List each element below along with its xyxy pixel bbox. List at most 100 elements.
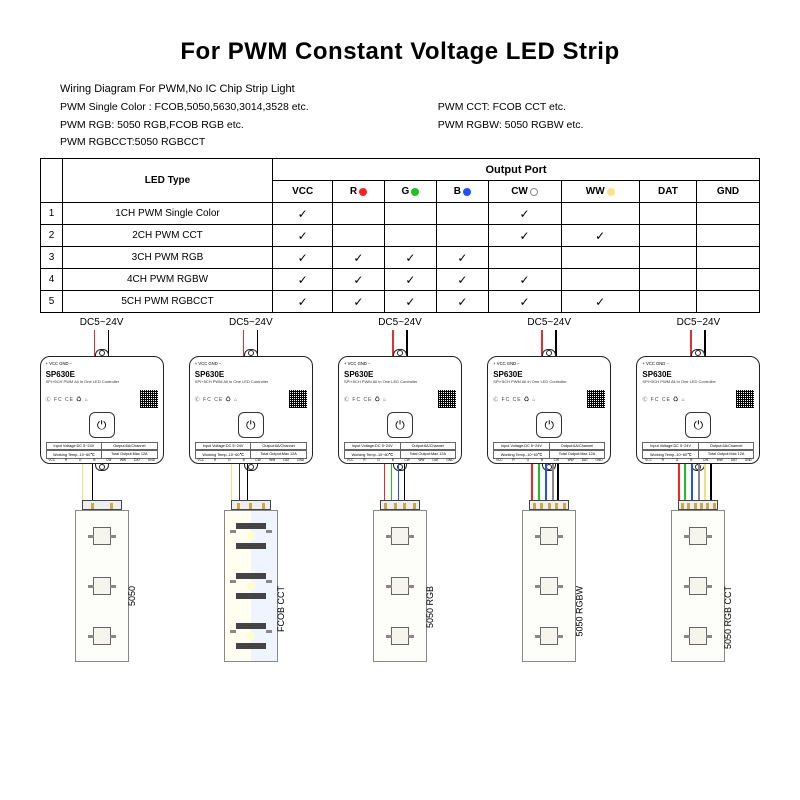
desc-cct: PWM CCT: FCOB CCT etc.: [438, 99, 740, 117]
strip-connector: [82, 500, 122, 510]
strip-label: FCOB CCT: [276, 586, 286, 632]
check-cell: [273, 225, 333, 247]
check-cell: [697, 225, 760, 247]
controller-box: + VCC GND −SP630ESPI+5CH PWM All In One …: [189, 356, 313, 464]
power-button[interactable]: ⏻: [238, 412, 264, 438]
controller-column-2: DC5~24V+ VCC GND −SP630ESPI+5CH PWM All …: [179, 317, 322, 662]
led-strip: 5050 RGBW: [522, 510, 576, 662]
row-num: 3: [41, 247, 63, 269]
power-button[interactable]: ⏻: [685, 412, 711, 438]
strip-connector: [529, 500, 569, 510]
output-wires: [509, 464, 589, 510]
check-cell: [697, 291, 760, 313]
dc-label: DC5~24V: [378, 317, 422, 328]
cert-icons: Ⓒ FC CE ♻ ⌂: [46, 396, 89, 403]
strip-label: 5050 RGBW: [574, 586, 584, 637]
table-row: 33CH PWM RGB: [41, 247, 760, 269]
row-name: 1CH PWM Single Color: [63, 203, 273, 225]
controller-column-1: DC5~24V+ VCC GND −SP630ESPI+5CH PWM All …: [30, 317, 173, 662]
check-cell: [639, 203, 696, 225]
strip-label: 5050: [127, 586, 137, 606]
check-cell: [384, 291, 437, 313]
controller-box: + VCC GND −SP630ESPI+5CH PWM All In One …: [487, 356, 611, 464]
check-cell: [384, 247, 437, 269]
check-cell: [488, 247, 561, 269]
desc-single-color: PWM Single Color : FCOB,5050,5630,3014,3…: [60, 99, 438, 117]
check-cell: [333, 291, 384, 313]
check-cell: [273, 203, 333, 225]
description-block: Wiring Diagram For PWM,No IC Chip Strip …: [0, 66, 800, 158]
check-cell: [697, 203, 760, 225]
output-wires: [62, 464, 142, 510]
dc-label: DC5~24V: [677, 317, 721, 328]
model-label: SP630E: [195, 370, 307, 379]
check-cell: [333, 247, 384, 269]
port-header-g: G: [384, 181, 437, 203]
qr-code-icon: [736, 390, 754, 408]
row-name: 4CH PWM RGBW: [63, 269, 273, 291]
cert-icons: Ⓒ FC CE ♻ ⌂: [493, 396, 536, 403]
qr-code-icon: [289, 390, 307, 408]
check-cell: [273, 247, 333, 269]
check-cell: [437, 225, 488, 247]
check-cell: [488, 291, 561, 313]
row-num: 1: [41, 203, 63, 225]
cert-icons: Ⓒ FC CE ♻ ⌂: [195, 396, 238, 403]
model-label: SP630E: [493, 370, 605, 379]
table-row: 44CH PWM RGBW: [41, 269, 760, 291]
check-cell: [488, 203, 561, 225]
check-cell: [639, 247, 696, 269]
led-strip: FCOB CCT: [224, 510, 278, 662]
check-cell: [333, 225, 384, 247]
row-name: 5CH PWM RGBCCT: [63, 291, 273, 313]
output-port-header: Output Port: [273, 159, 760, 181]
strip-connector: [231, 500, 271, 510]
led-type-header: LED Type: [63, 159, 273, 203]
qr-code-icon: [587, 390, 605, 408]
port-header-vcc: VCC: [273, 181, 333, 203]
port-header-r: R: [333, 181, 384, 203]
power-button[interactable]: ⏻: [536, 412, 562, 438]
strip-label: 5050 RGB CCT: [723, 586, 733, 649]
check-cell: [384, 203, 437, 225]
check-cell: [561, 225, 639, 247]
row-name: 2CH PWM CCT: [63, 225, 273, 247]
row-num: 4: [41, 269, 63, 291]
output-wires: [658, 464, 738, 510]
check-cell: [561, 291, 639, 313]
controller-box: + VCC GND −SP630ESPI+5CH PWM All In One …: [338, 356, 462, 464]
check-cell: [437, 269, 488, 291]
check-cell: [384, 225, 437, 247]
check-cell: [639, 225, 696, 247]
led-strip: 5050 RGB: [373, 510, 427, 662]
table-row: 55CH PWM RGBCCT: [41, 291, 760, 313]
model-label: SP630E: [46, 370, 158, 379]
power-button[interactable]: ⏻: [89, 412, 115, 438]
row-num: 2: [41, 225, 63, 247]
row-name: 3CH PWM RGB: [63, 247, 273, 269]
dc-label: DC5~24V: [80, 317, 124, 328]
check-cell: [333, 203, 384, 225]
check-cell: [561, 203, 639, 225]
port-header-ww: WW: [561, 181, 639, 203]
check-cell: [697, 247, 760, 269]
output-wires: [360, 464, 440, 510]
power-button[interactable]: ⏻: [387, 412, 413, 438]
controller-column-5: DC5~24V+ VCC GND −SP630ESPI+5CH PWM All …: [627, 317, 770, 662]
strip-connector: [678, 500, 718, 510]
check-cell: [384, 269, 437, 291]
port-header-dat: DAT: [639, 181, 696, 203]
check-cell: [437, 247, 488, 269]
controller-column-4: DC5~24V+ VCC GND −SP630ESPI+5CH PWM All …: [478, 317, 621, 662]
desc-rgb: PWM RGB: 5050 RGB,FCOB RGB etc.: [60, 117, 438, 135]
check-cell: [488, 225, 561, 247]
desc-rgbcct: PWM RGBCCT:5050 RGBCCT: [60, 134, 438, 152]
check-cell: [561, 269, 639, 291]
check-cell: [273, 291, 333, 313]
check-cell: [437, 203, 488, 225]
port-header-b: B: [437, 181, 488, 203]
check-cell: [488, 269, 561, 291]
check-cell: [561, 247, 639, 269]
model-label: SP630E: [642, 370, 754, 379]
strip-label: 5050 RGB: [425, 586, 435, 628]
